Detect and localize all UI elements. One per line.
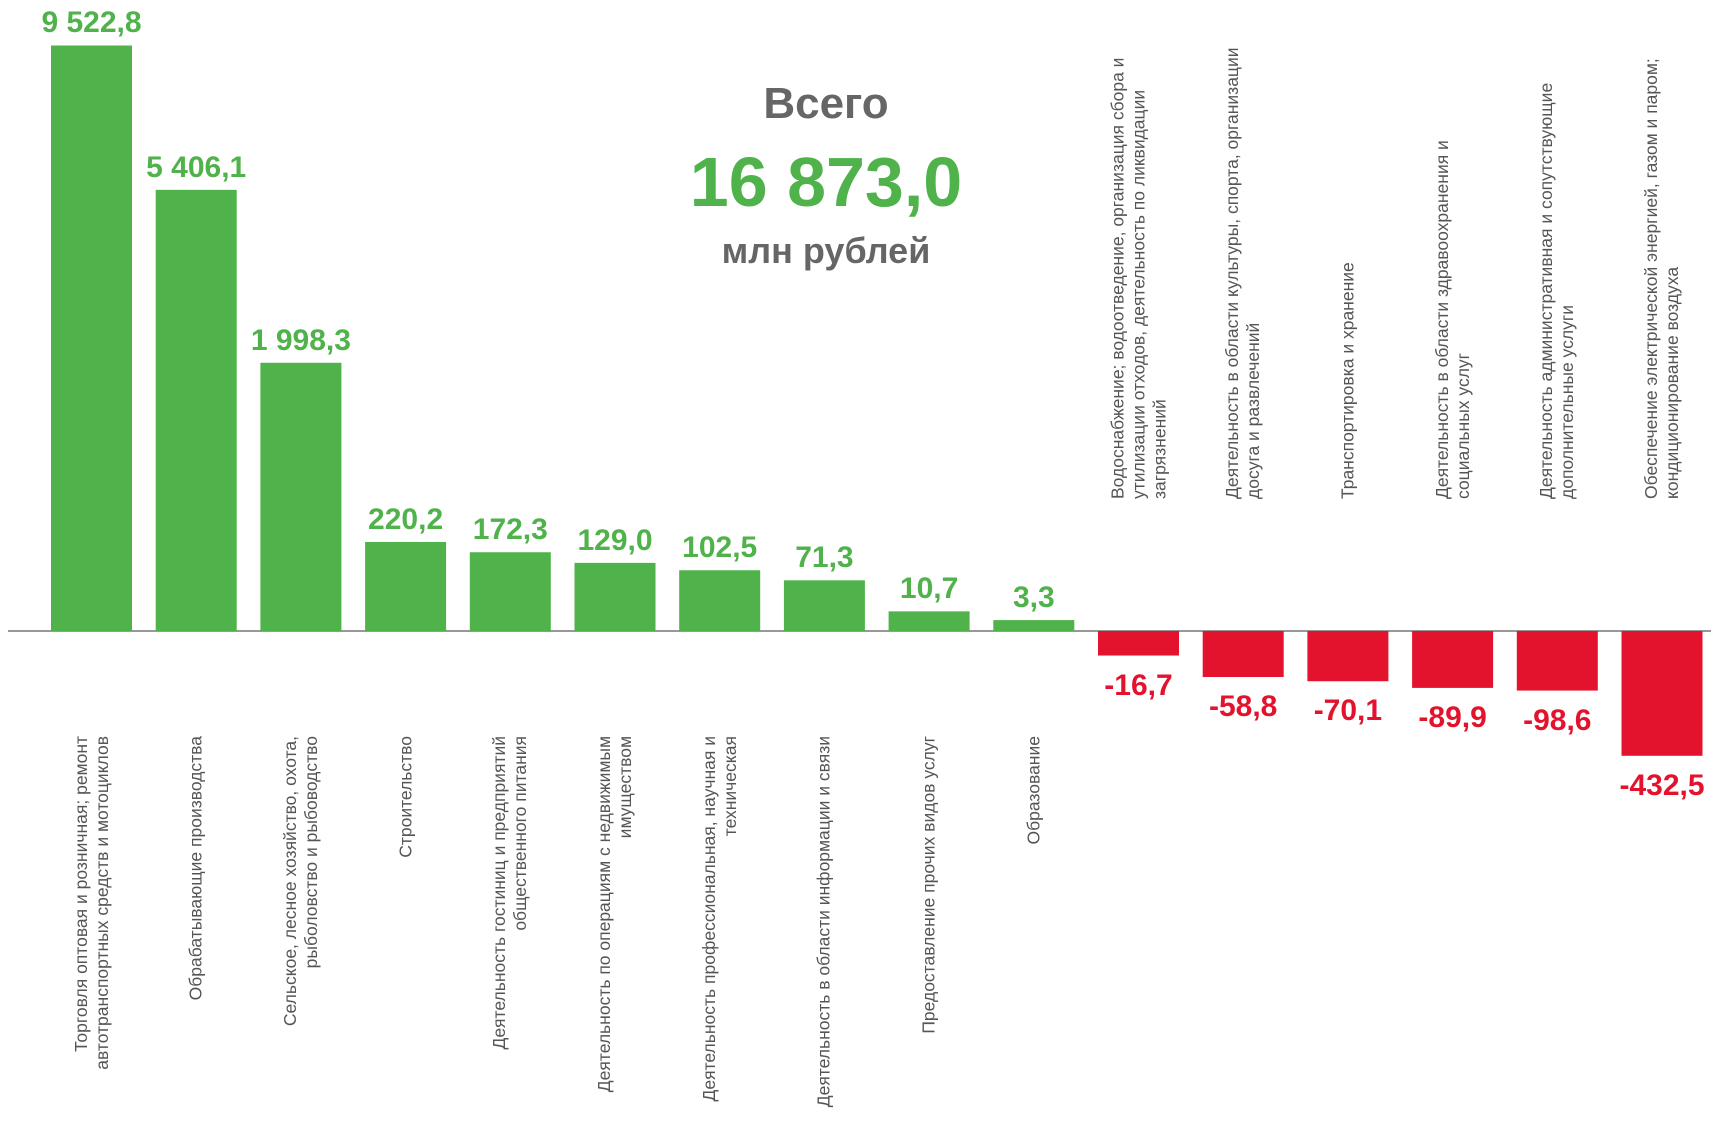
category-label: Торговля оптовая и розничная; ремонт авт… xyxy=(70,736,112,1070)
bar xyxy=(1202,631,1284,678)
value-label: 10,7 xyxy=(899,572,959,606)
value-label: -16,7 xyxy=(1104,668,1173,702)
category-label: Деятельность по операциям с недвижимым и… xyxy=(594,736,635,1093)
bar xyxy=(993,620,1075,631)
value-label: 3,3 xyxy=(1012,581,1055,615)
value-label: 9 522,8 xyxy=(41,6,142,40)
value-label: -89,9 xyxy=(1418,700,1487,734)
category-label: Деятельность административная и сопутств… xyxy=(1536,82,1578,499)
bar xyxy=(469,552,551,631)
bar xyxy=(1516,631,1598,691)
value-label: -58,8 xyxy=(1208,690,1278,723)
bar xyxy=(1412,631,1494,688)
value-label: 220,2 xyxy=(368,502,444,536)
value-label: -432,5 xyxy=(1619,768,1705,802)
bar xyxy=(1621,631,1703,756)
category-label: Транспортировка и хранение xyxy=(1337,262,1358,499)
category-label: Деятельность в области здравоохранения и… xyxy=(1431,140,1473,499)
bar xyxy=(679,570,761,631)
category-label: Строительство xyxy=(395,736,416,858)
bar xyxy=(574,562,656,631)
category-label: Обеспечение электрической энергией, газо… xyxy=(1641,58,1682,499)
total-unit: млн рублей xyxy=(721,230,931,271)
bar xyxy=(1098,631,1179,656)
total-label: Всего xyxy=(763,79,889,128)
bar xyxy=(1307,631,1389,682)
category-label: Водоснабжение; водоотведение, организаци… xyxy=(1107,57,1169,499)
category-label: Сельское, лесное хозяйство, охота, рыбол… xyxy=(279,736,321,1027)
value-label: 102,5 xyxy=(682,531,758,565)
category-label: Деятельность в области культуры, спорта,… xyxy=(1222,47,1264,499)
bar xyxy=(51,45,132,632)
category-label: Деятельность гостиниц и предприятий обще… xyxy=(489,736,531,1050)
bar xyxy=(260,362,342,631)
value-label: -98,6 xyxy=(1523,703,1592,737)
total-value: 16 873,0 xyxy=(689,143,963,221)
value-label: 172,3 xyxy=(472,513,548,547)
bar xyxy=(365,541,447,631)
value-label: 5 406,1 xyxy=(146,150,247,184)
category-label: Деятельность профессиональная, научная и… xyxy=(698,736,740,1102)
bar xyxy=(888,611,970,631)
value-label: 129,0 xyxy=(577,523,653,557)
category-label: Деятельность в области информации и связ… xyxy=(813,736,834,1108)
category-label: Обрабатывающие производства xyxy=(185,736,206,1001)
category-label: Предоставление прочих видов услуг xyxy=(918,736,939,1034)
value-label: 71,3 xyxy=(795,541,854,575)
bar xyxy=(155,189,237,631)
category-label: Образование xyxy=(1023,736,1044,845)
value-label: 1 998,3 xyxy=(250,323,351,357)
bar xyxy=(783,580,865,631)
value-label: -70,1 xyxy=(1313,694,1383,728)
